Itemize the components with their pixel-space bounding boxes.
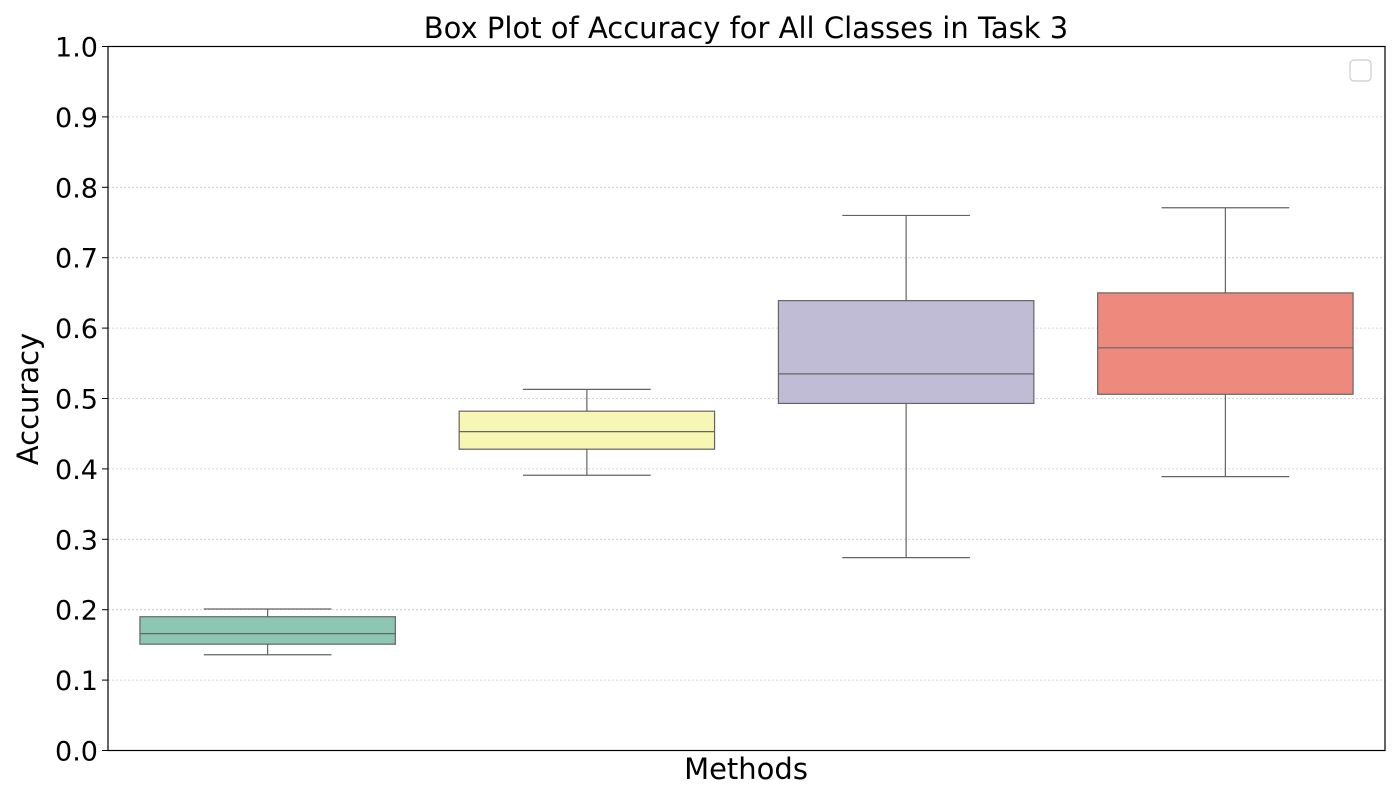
grid-lines (108, 116, 1385, 681)
box-4 (1097, 207, 1354, 478)
legend-box (1349, 59, 1372, 82)
box-body (777, 300, 1035, 405)
y-tick-label: 0.3 (55, 525, 98, 556)
box-layer (139, 207, 1354, 656)
x-axis-label: Methods (684, 752, 808, 786)
box-3 (777, 214, 1035, 559)
y-axis-label: Accuracy (11, 333, 45, 465)
box-1 (139, 608, 396, 656)
y-tick-label: 0.9 (55, 103, 98, 134)
y-tick-label: 0.7 (55, 244, 98, 275)
y-tick-label: 0.4 (55, 455, 98, 486)
y-tick-label: 0.8 (55, 173, 98, 204)
y-tick-label: 0.6 (55, 314, 98, 345)
box-body (139, 616, 396, 645)
box-body (458, 410, 716, 450)
box-body (1097, 292, 1354, 395)
y-tick-label: 0.1 (55, 666, 98, 697)
box-2 (458, 388, 716, 476)
y-tick-label: 1.0 (55, 33, 98, 64)
chart-title: Box Plot of Accuracy for All Classes in … (424, 11, 1068, 45)
y-tick-label: 0.5 (55, 385, 98, 416)
y-axis-ticks: 0.0 0.1 0.2 0.3 0.4 0.5 0.6 0.7 0.8 0.9 1.0 (55, 33, 108, 768)
y-tick-label: 0.0 (55, 737, 98, 768)
y-tick-label: 0.2 (55, 596, 98, 627)
